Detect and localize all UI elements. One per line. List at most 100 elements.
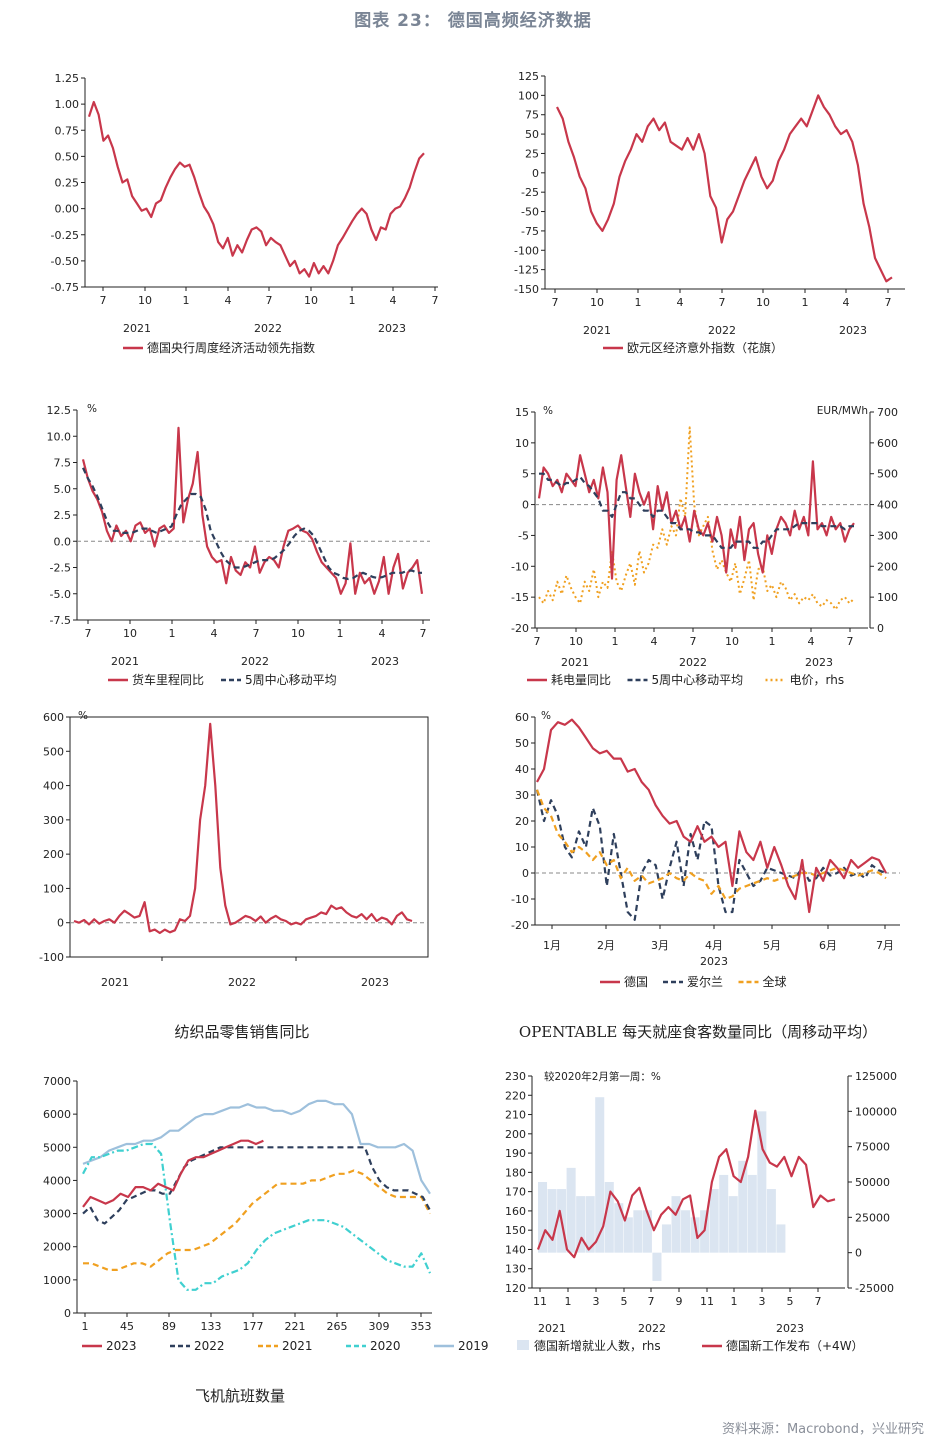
c4-y2-tick-label: 600: [877, 437, 898, 450]
c4-y2-tick-label: 0: [877, 622, 884, 635]
c7-legend-label: 2019: [458, 1339, 489, 1353]
c7-y-tick-label: 7000: [43, 1075, 71, 1088]
c8-bar: [671, 1196, 681, 1253]
c7-legend-label: 2023: [106, 1339, 137, 1353]
c6-x-tick-label: 5月: [763, 939, 781, 952]
c2-x-tick-label: 10: [756, 296, 770, 309]
c3-y-tick-label: -7.5: [50, 614, 71, 627]
c1-x-tick-label: 10: [138, 294, 152, 307]
c8-x-tick-label: 3: [593, 1295, 600, 1308]
c8-bar: [681, 1210, 691, 1253]
c6-x-tick-label: 1月: [543, 939, 561, 952]
c6-x-tick-label: 7月: [876, 939, 894, 952]
c1-year-label: 2021: [123, 322, 151, 335]
c4-y-tick-label: -20: [511, 622, 529, 635]
c7-series-line-2022: [82, 1146, 431, 1225]
c4-y2-tick-label: 500: [877, 468, 898, 481]
c4-year-label: 2023: [805, 656, 833, 669]
c6-y-tick-label: 20: [515, 815, 529, 828]
c8-bar: [633, 1210, 643, 1253]
c8-year-label: 2021: [538, 1322, 566, 1335]
c2-year-label: 2022: [708, 324, 736, 337]
c1-x-tick-label: 1: [183, 294, 190, 307]
c2-y-tick-label: -50: [521, 206, 539, 219]
c8-y2-tick-label: 0: [855, 1247, 862, 1260]
c8-x-tick-label: 5: [621, 1295, 628, 1308]
c8-legend-label: 德国新增就业人数，rhs: [534, 1338, 661, 1353]
c8-bar: [547, 1189, 557, 1253]
c8-y-tick-label: 140: [505, 1243, 526, 1256]
c1-y-tick-label: -0.75: [51, 281, 79, 294]
c4-legend-label: 5周中心移动平均: [652, 672, 744, 687]
c4-x-tick-label: 7: [534, 635, 541, 648]
c3-y-tick-label: -2.5: [50, 562, 71, 575]
c4-legend-label: 耗电量同比: [551, 673, 611, 687]
c2-x-tick-label: 7: [885, 296, 892, 309]
c8-unit-label: 较2020年2月第一周：%: [544, 1070, 661, 1083]
c8-x-tick-label: 9: [676, 1295, 683, 1308]
c7-y-tick-label: 6000: [43, 1108, 71, 1121]
c5-year-label: 2022: [228, 976, 256, 989]
c8-bar: [576, 1196, 586, 1253]
c8-y-tick-label: 190: [505, 1147, 526, 1160]
c4-x-tick-label: 10: [725, 635, 739, 648]
c1-year-label: 2023: [378, 322, 406, 335]
c6-x-tick-label: 3月: [651, 939, 669, 952]
c6-x-tick-label: 2月: [597, 939, 615, 952]
c6-y-tick-label: 0: [522, 867, 529, 880]
c8-y-tick-label: 180: [505, 1166, 526, 1179]
c7-legend-label: 2020: [370, 1339, 401, 1353]
c8-bar: [595, 1097, 605, 1253]
c6-y-tick-label: 30: [515, 789, 529, 802]
c7-x-tick-label: 221: [285, 1320, 306, 1333]
c1-x-tick-label: 10: [304, 294, 318, 307]
c3-series-line-1: [81, 426, 424, 595]
c7-y-tick-label: 3000: [43, 1208, 71, 1221]
c8-bar: [661, 1224, 671, 1253]
c8-x-tick-label: 1: [565, 1295, 572, 1308]
c8-x-tick-label: 3: [759, 1295, 766, 1308]
c8-x-tick-label: 7: [815, 1295, 822, 1308]
c1-y-tick-label: 1.25: [55, 72, 80, 85]
c8-bar: [766, 1189, 776, 1253]
c6-legend-label: 德国: [624, 974, 648, 989]
c8-x-tick-label: 7: [648, 1295, 655, 1308]
c4-y-tick-label: -10: [511, 560, 529, 573]
c1-legend-label: 德国央行周度经济活动领先指数: [147, 340, 315, 355]
c6-x-tick-label: 6月: [819, 939, 837, 952]
c2-y-tick-label: -25: [521, 186, 539, 199]
figure-title: 图表 23： 德国高频经济数据: [354, 11, 592, 31]
c8-y-tick-label: 120: [505, 1282, 526, 1295]
c5-y-tick-label: 300: [43, 814, 64, 827]
c3-y-tick-label: 12.5: [47, 404, 72, 417]
c7-x-tick-label: 265: [327, 1320, 348, 1333]
c6-legend-label: 爱尔兰: [687, 974, 723, 989]
c4-x-tick-label: 7: [690, 635, 697, 648]
c4-x-tick-label: 7: [847, 635, 854, 648]
c4-x-tick-label: 10: [569, 635, 583, 648]
c1-y-tick-label: 0.00: [55, 203, 80, 216]
c4-x-tick-label: 4: [808, 635, 815, 648]
c3-y-tick-label: 7.5: [54, 457, 72, 470]
c4-y-tick-label: 0: [522, 499, 529, 512]
c8-bar: [585, 1196, 595, 1253]
c1-x-tick-label: 7: [100, 294, 107, 307]
c5-y-tick-label: 100: [43, 882, 64, 895]
c4-unit-label: %: [543, 405, 553, 417]
c8-bar: [728, 1196, 738, 1253]
c3-x-tick-label: 7: [420, 627, 427, 640]
c3-y-tick-label: 5.0: [54, 483, 72, 496]
c4-x-tick-label: 1: [612, 635, 619, 648]
c6-y-tick-label: 10: [515, 841, 529, 854]
c5-caption: 纺织品零售销售同比: [174, 1023, 309, 1041]
c7-legend-label: 2022: [194, 1339, 225, 1353]
c5-series-line: [73, 722, 413, 935]
c6-y-tick-label: 50: [515, 737, 529, 750]
c3-x-tick-label: 1: [337, 627, 344, 640]
c5-y-tick-label: 200: [43, 848, 64, 861]
c5-y-tick-label: 500: [43, 745, 64, 758]
c7-x-tick-label: 133: [201, 1320, 222, 1333]
c6-year-label: 2023: [700, 955, 728, 968]
c3-x-tick-label: 7: [85, 627, 92, 640]
c8-y2-tick-label: 100000: [855, 1105, 897, 1118]
